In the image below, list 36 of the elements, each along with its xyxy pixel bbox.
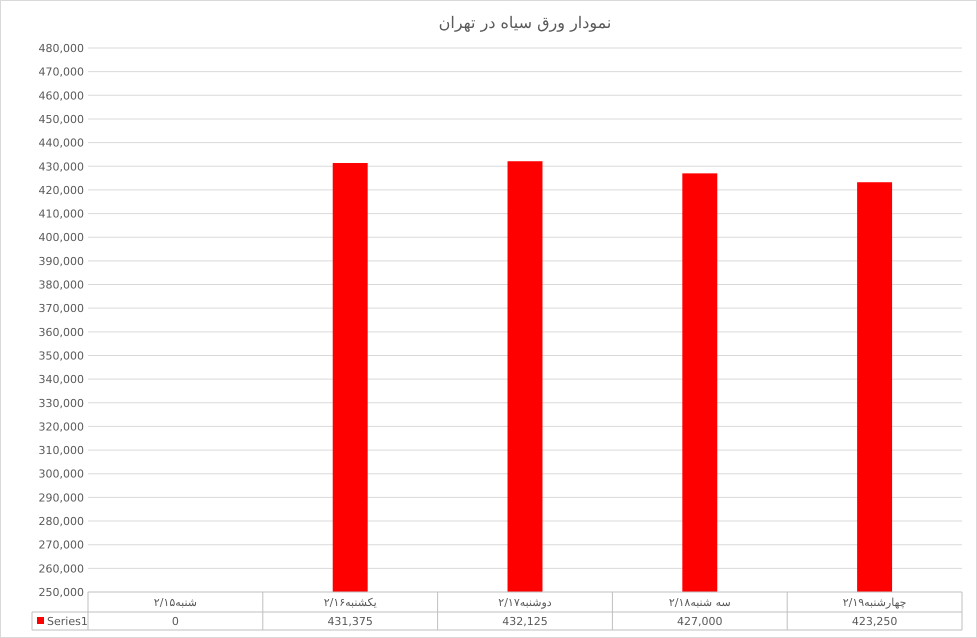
y-tick-label: 420,000 <box>38 184 84 197</box>
x-tick-label: یکشنبه۲/۱۶ <box>324 596 377 609</box>
data-label: 423,250 <box>852 615 898 628</box>
chart-title: نمودار ورق سیاه در تهران <box>438 13 612 32</box>
y-tick-label: 400,000 <box>38 231 84 244</box>
x-tick-label: دوشنبه۲/۱۷ <box>498 596 552 609</box>
y-tick-label: 260,000 <box>38 562 84 576</box>
y-tick-label: 390,000 <box>38 254 84 268</box>
y-tick-label: 250,000 <box>38 586 84 599</box>
x-tick-label: شنبه۲/۱۵ <box>154 596 197 609</box>
y-tick-label: 300,000 <box>38 468 84 481</box>
y-tick-label: 430,000 <box>38 160 84 174</box>
y-tick-label: 360,000 <box>38 326 84 339</box>
y-tick-label: 310,000 <box>38 444 84 458</box>
y-tick-label: 320,000 <box>38 420 84 434</box>
data-label: 432,125 <box>502 615 548 628</box>
y-tick-label: 450,000 <box>38 112 84 126</box>
x-tick-label: چهارشنبه۲/۱۹ <box>842 596 906 609</box>
y-tick-label: 370,000 <box>38 302 84 316</box>
y-tick-label: 290,000 <box>38 491 84 504</box>
y-tick-label: 410,000 <box>38 208 84 221</box>
y-tick-label: 280,000 <box>38 515 84 528</box>
y-tick-label: 340,000 <box>38 373 84 386</box>
y-tick-label: 350,000 <box>38 349 84 362</box>
data-label: 431,375 <box>327 615 373 628</box>
y-tick-label: 330,000 <box>38 396 84 410</box>
y-tick-label: 270,000 <box>38 538 84 552</box>
x-tick-label: سه شنبه۲/۱۸ <box>668 596 731 609</box>
y-tick-label: 440,000 <box>38 136 84 150</box>
data-label: 427,000 <box>677 615 723 628</box>
legend-label: Series1 <box>47 615 88 628</box>
y-tick-label: 470,000 <box>38 66 84 79</box>
y-tick-label: 380,000 <box>38 278 84 292</box>
text: 0 <box>172 615 179 628</box>
y-tick-label: 480,000 <box>38 42 84 55</box>
y-tick-label: 460,000 <box>38 89 84 102</box>
